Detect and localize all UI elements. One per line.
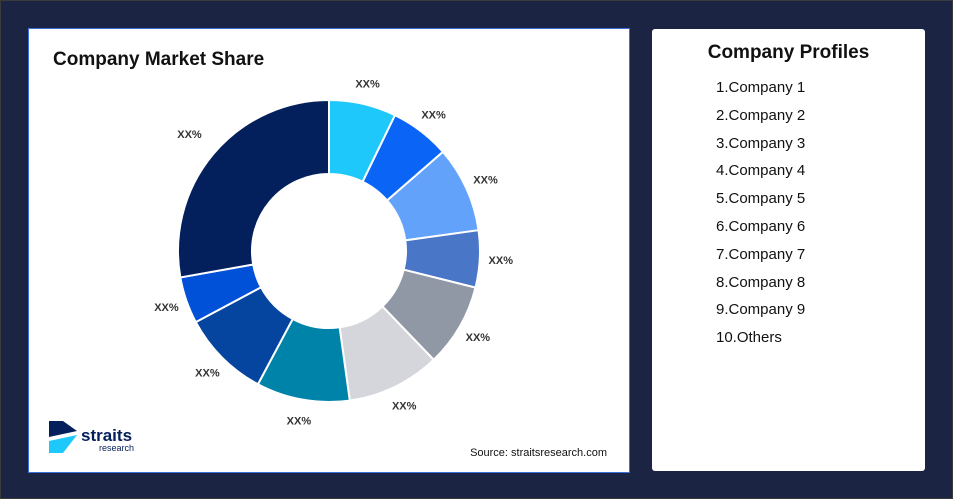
slice-label: XX% (392, 401, 417, 413)
slice-label: XX% (287, 415, 312, 427)
profiles-title: Company Profiles (707, 42, 870, 63)
slice-label: XX% (421, 109, 446, 121)
profile-item: 2.Company 2 (716, 106, 806, 124)
profile-item: 10.Others (716, 329, 782, 347)
slice-label: XX% (489, 255, 514, 267)
source-note: Source: straitsresearch.com (470, 447, 607, 459)
slice-label: XX% (195, 368, 220, 380)
straits-logo: straits research (49, 421, 159, 461)
slice-label: XX% (473, 175, 498, 187)
profile-item: 9.Company 9 (716, 301, 806, 319)
donut-chart: XX% XX% XX% XX% XX% XX% XX% XX% XX% XX% (154, 78, 514, 427)
slice-label: XX% (355, 78, 380, 90)
profile-item: 5.Company 5 (716, 190, 806, 208)
chart-panel: XX% XX% XX% XX% XX% XX% XX% XX% XX% XX% Company M… (28, 28, 630, 473)
profile-item: 7.Company 7 (716, 245, 806, 263)
svg-text:straits: straits (81, 426, 132, 445)
profiles-list: 1.Company 1 2.Company 2 3.Company 3 4.Compa… (716, 78, 925, 356)
profile-item: 8.Company 8 (716, 273, 806, 291)
slice-10 (177, 98, 330, 279)
slice-label: XX% (466, 332, 491, 344)
profile-item: 4.Company 4 (716, 162, 806, 180)
svg-text:research: research (99, 443, 134, 453)
chart-title: Company Market Share (53, 49, 265, 70)
profile-item: 6.Company 6 (716, 217, 806, 235)
profile-item: 3.Company 3 (716, 134, 806, 152)
slice-label: XX% (177, 129, 202, 141)
profile-item: 1.Company 1 (716, 79, 806, 96)
slice-label: XX% (154, 302, 179, 314)
profiles-panel: Company Profiles 1.Company 1 2.Company 2 3… (652, 29, 925, 471)
